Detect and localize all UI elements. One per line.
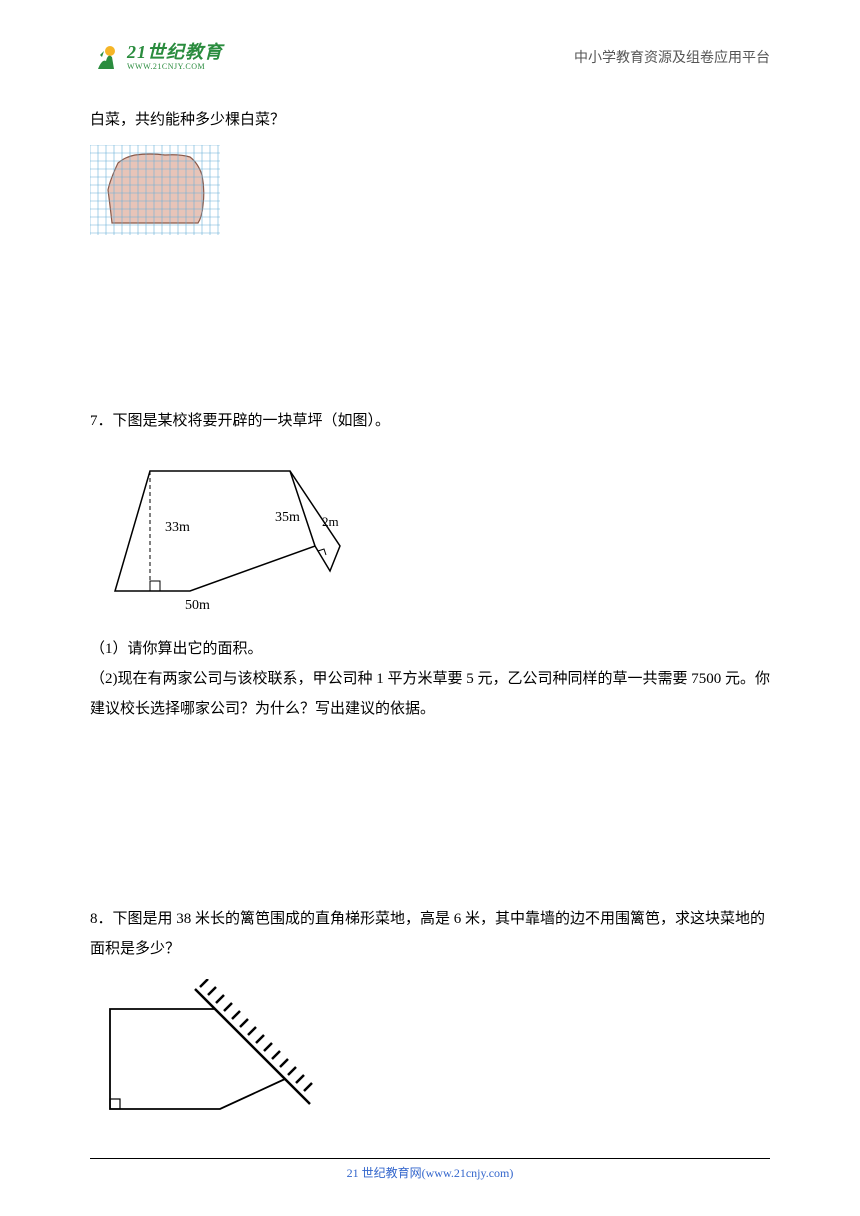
logo-sub-text: WWW.21CNJY.COM [127,63,223,72]
label-2m: 2m [322,514,339,529]
q7-title: 7．下图是某校将要开辟的一块草坪（如图）。 [90,406,770,436]
page-footer: 21 世纪教育网(www.21cnjy.com) [0,1158,860,1181]
main-content: 白菜，共约能种多少棵白菜？ [90,105,770,1140]
logo: 21世纪教育 WWW.21CNJY.COM [90,41,223,73]
question-7: 7．下图是某校将要开辟的一块草坪（如图）。 33m 35m 2m 50m （1）… [90,406,770,724]
q7-sub2: （2)现在有两家公司与该校联系，甲公司种 1 平方米草要 5 元，乙公司种同样的… [90,664,770,724]
label-35m: 35m [275,510,300,525]
header-right-text: 中小学教育资源及组卷应用平台 [574,47,770,67]
question-8: 8．下图是用 38 米长的篱笆围成的直角梯形菜地，高是 6 米，其中靠墙的边不用… [90,904,770,1140]
q8-title: 8．下图是用 38 米长的篱笆围成的直角梯形菜地，高是 6 米，其中靠墙的边不用… [90,904,770,964]
label-50m: 50m [185,598,210,611]
footer-text: 21 世纪教育网 [347,1166,422,1180]
q7-figure: 33m 35m 2m 50m [90,451,770,622]
logo-icon [90,41,122,73]
q7-sub1: （1）请你算出它的面积。 [90,634,770,664]
label-33m: 33m [165,520,190,535]
q6-continuation-text: 白菜，共约能种多少棵白菜？ [90,105,770,135]
footer-divider [90,1158,770,1159]
q8-figure [90,979,770,1140]
q6-grid-figure [90,145,770,246]
footer-url: (www.21cnjy.com) [422,1166,514,1180]
logo-text: 21世纪教育 WWW.21CNJY.COM [127,43,223,72]
page-header: 21世纪教育 WWW.21CNJY.COM 中小学教育资源及组卷应用平台 [0,32,860,82]
logo-main-text: 21世纪教育 [127,43,223,63]
